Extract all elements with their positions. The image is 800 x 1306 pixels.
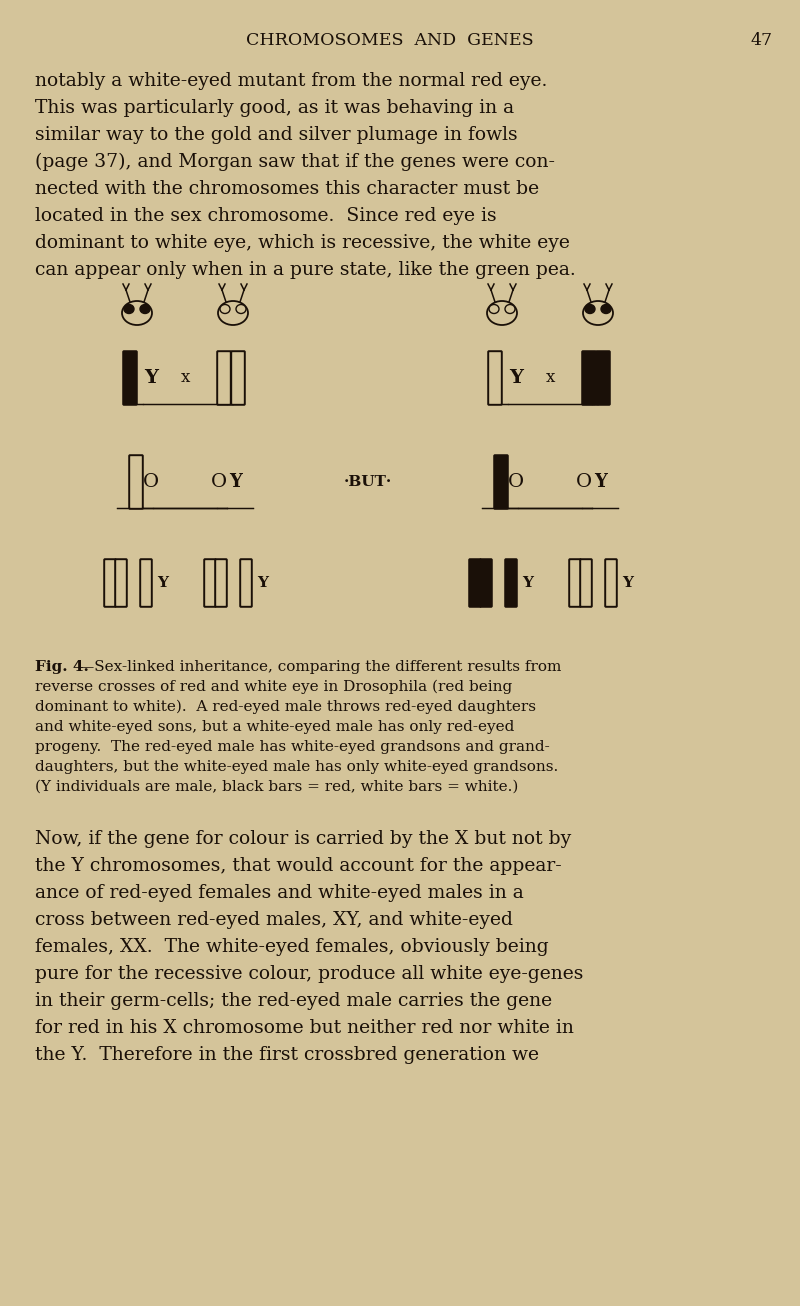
Text: pure for the recessive colour, produce all white eye-genes: pure for the recessive colour, produce a… xyxy=(35,965,583,983)
Ellipse shape xyxy=(601,304,611,313)
FancyBboxPatch shape xyxy=(140,559,152,607)
FancyBboxPatch shape xyxy=(129,456,142,509)
FancyBboxPatch shape xyxy=(606,559,617,607)
FancyBboxPatch shape xyxy=(215,559,227,607)
Text: reverse crosses of red and white eye in Drosophila (red being: reverse crosses of red and white eye in … xyxy=(35,680,512,695)
Text: ·BUT·: ·BUT· xyxy=(344,475,392,488)
Text: x: x xyxy=(180,370,190,387)
FancyBboxPatch shape xyxy=(488,351,502,405)
FancyBboxPatch shape xyxy=(596,351,610,405)
Text: (page 37), and Morgan saw that if the genes were con-: (page 37), and Morgan saw that if the ge… xyxy=(35,153,555,171)
FancyBboxPatch shape xyxy=(480,559,492,607)
Text: Y: Y xyxy=(258,576,269,590)
FancyBboxPatch shape xyxy=(469,559,481,607)
Text: for red in his X chromosome but neither red nor white in: for red in his X chromosome but neither … xyxy=(35,1019,574,1037)
Text: O: O xyxy=(508,473,524,491)
Ellipse shape xyxy=(124,304,134,313)
Text: daughters, but the white-eyed male has only white-eyed grandsons.: daughters, but the white-eyed male has o… xyxy=(35,760,558,774)
Text: O: O xyxy=(211,473,227,491)
Text: and white-eyed sons, but a white-eyed male has only red-eyed: and white-eyed sons, but a white-eyed ma… xyxy=(35,720,514,734)
FancyBboxPatch shape xyxy=(231,351,245,405)
Ellipse shape xyxy=(236,304,246,313)
Text: O: O xyxy=(576,473,592,491)
Text: females, XX.  The white-eyed females, obviously being: females, XX. The white-eyed females, obv… xyxy=(35,938,549,956)
Text: located in the sex chromosome.  Since red eye is: located in the sex chromosome. Since red… xyxy=(35,206,497,225)
Text: ance of red-eyed females and white-eyed males in a: ance of red-eyed females and white-eyed … xyxy=(35,884,524,902)
Ellipse shape xyxy=(585,304,595,313)
Text: x: x xyxy=(546,370,554,387)
Text: —Sex-linked inheritance, comparing the different results from: —Sex-linked inheritance, comparing the d… xyxy=(79,660,562,674)
Text: nected with the chromosomes this character must be: nected with the chromosomes this charact… xyxy=(35,180,539,199)
FancyBboxPatch shape xyxy=(240,559,252,607)
Ellipse shape xyxy=(489,304,499,313)
Ellipse shape xyxy=(505,304,515,313)
FancyBboxPatch shape xyxy=(580,559,592,607)
FancyBboxPatch shape xyxy=(494,456,508,509)
Text: the Y.  Therefore in the first crossbred generation we: the Y. Therefore in the first crossbred … xyxy=(35,1046,539,1064)
Text: Y: Y xyxy=(522,576,534,590)
Text: Now, if the gene for colour is carried by the X but not by: Now, if the gene for colour is carried b… xyxy=(35,831,571,848)
Text: dominant to white eye, which is recessive, the white eye: dominant to white eye, which is recessiv… xyxy=(35,234,570,252)
Text: Y: Y xyxy=(144,370,158,387)
Text: Y: Y xyxy=(230,473,242,491)
Text: Y: Y xyxy=(509,370,523,387)
Text: can appear only when in a pure state, like the green pea.: can appear only when in a pure state, li… xyxy=(35,261,576,279)
FancyBboxPatch shape xyxy=(218,351,230,405)
FancyBboxPatch shape xyxy=(204,559,216,607)
FancyBboxPatch shape xyxy=(506,559,517,607)
FancyBboxPatch shape xyxy=(570,559,581,607)
Text: Y: Y xyxy=(622,576,634,590)
Text: cross between red-eyed males, XY, and white-eyed: cross between red-eyed males, XY, and wh… xyxy=(35,912,513,929)
Text: notably a white-eyed mutant from the normal red eye.: notably a white-eyed mutant from the nor… xyxy=(35,72,547,90)
Text: Fig. 4.: Fig. 4. xyxy=(35,660,89,674)
Text: similar way to the gold and silver plumage in fowls: similar way to the gold and silver pluma… xyxy=(35,125,518,144)
FancyBboxPatch shape xyxy=(582,351,596,405)
Text: in their germ-cells; the red-eyed male carries the gene: in their germ-cells; the red-eyed male c… xyxy=(35,993,552,1010)
Text: 47: 47 xyxy=(751,33,773,50)
Text: Y: Y xyxy=(594,473,607,491)
Text: CHROMOSOMES  AND  GENES: CHROMOSOMES AND GENES xyxy=(246,33,534,50)
Ellipse shape xyxy=(140,304,150,313)
Text: O: O xyxy=(143,473,159,491)
Ellipse shape xyxy=(220,304,230,313)
Text: dominant to white).  A red-eyed male throws red-eyed daughters: dominant to white). A red-eyed male thro… xyxy=(35,700,536,714)
FancyBboxPatch shape xyxy=(115,559,126,607)
Text: This was particularly good, as it was behaving in a: This was particularly good, as it was be… xyxy=(35,99,514,118)
Text: progeny.  The red-eyed male has white-eyed grandsons and grand-: progeny. The red-eyed male has white-eye… xyxy=(35,741,550,754)
Text: Y: Y xyxy=(158,576,169,590)
Text: (Y individuals are male, black bars = red, white bars = white.): (Y individuals are male, black bars = re… xyxy=(35,780,518,794)
FancyBboxPatch shape xyxy=(123,351,137,405)
FancyBboxPatch shape xyxy=(104,559,116,607)
Text: the Y chromosomes, that would account for the appear-: the Y chromosomes, that would account fo… xyxy=(35,857,562,875)
